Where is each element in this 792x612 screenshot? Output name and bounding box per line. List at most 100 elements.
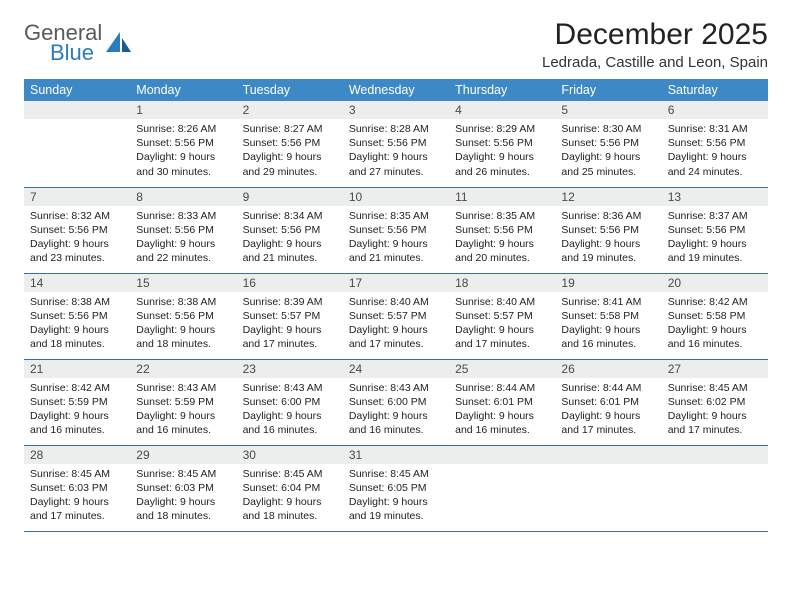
weekday-header: Sunday (24, 79, 130, 101)
day-details: Sunrise: 8:29 AMSunset: 5:56 PMDaylight:… (449, 119, 555, 183)
title-block: December 2025 Ledrada, Castille and Leon… (542, 18, 768, 71)
day-details: Sunrise: 8:41 AMSunset: 5:58 PMDaylight:… (555, 292, 661, 356)
day-details: Sunrise: 8:27 AMSunset: 5:56 PMDaylight:… (237, 119, 343, 183)
day-details: Sunrise: 8:36 AMSunset: 5:56 PMDaylight:… (555, 206, 661, 270)
calendar-body: 1Sunrise: 8:26 AMSunset: 5:56 PMDaylight… (24, 101, 768, 531)
calendar-table: SundayMondayTuesdayWednesdayThursdayFrid… (24, 79, 768, 532)
calendar-cell: 8Sunrise: 8:33 AMSunset: 5:56 PMDaylight… (130, 187, 236, 273)
day-details: Sunrise: 8:32 AMSunset: 5:56 PMDaylight:… (24, 206, 130, 270)
day-details: Sunrise: 8:45 AMSunset: 6:02 PMDaylight:… (662, 378, 768, 442)
day-number: 23 (237, 360, 343, 378)
day-number: 31 (343, 446, 449, 464)
day-details: Sunrise: 8:40 AMSunset: 5:57 PMDaylight:… (343, 292, 449, 356)
day-details: Sunrise: 8:45 AMSunset: 6:05 PMDaylight:… (343, 464, 449, 528)
day-details: Sunrise: 8:28 AMSunset: 5:56 PMDaylight:… (343, 119, 449, 183)
day-details: Sunrise: 8:38 AMSunset: 5:56 PMDaylight:… (130, 292, 236, 356)
calendar-cell: 1Sunrise: 8:26 AMSunset: 5:56 PMDaylight… (130, 101, 236, 187)
day-number: 26 (555, 360, 661, 378)
day-number: 27 (662, 360, 768, 378)
day-details: Sunrise: 8:44 AMSunset: 6:01 PMDaylight:… (555, 378, 661, 442)
day-number: 29 (130, 446, 236, 464)
calendar-cell: 10Sunrise: 8:35 AMSunset: 5:56 PMDayligh… (343, 187, 449, 273)
day-number: 18 (449, 274, 555, 292)
calendar-cell: 2Sunrise: 8:27 AMSunset: 5:56 PMDaylight… (237, 101, 343, 187)
calendar-cell: 20Sunrise: 8:42 AMSunset: 5:58 PMDayligh… (662, 273, 768, 359)
day-details: Sunrise: 8:33 AMSunset: 5:56 PMDaylight:… (130, 206, 236, 270)
day-details: Sunrise: 8:40 AMSunset: 5:57 PMDaylight:… (449, 292, 555, 356)
month-title: December 2025 (542, 18, 768, 52)
calendar-row: 21Sunrise: 8:42 AMSunset: 5:59 PMDayligh… (24, 359, 768, 445)
day-number: 28 (24, 446, 130, 464)
day-number: 2 (237, 101, 343, 119)
calendar-cell: 19Sunrise: 8:41 AMSunset: 5:58 PMDayligh… (555, 273, 661, 359)
weekday-header: Friday (555, 79, 661, 101)
day-number: 5 (555, 101, 661, 119)
day-number-empty (24, 101, 130, 119)
day-number: 14 (24, 274, 130, 292)
day-number: 20 (662, 274, 768, 292)
calendar-cell: 18Sunrise: 8:40 AMSunset: 5:57 PMDayligh… (449, 273, 555, 359)
weekday-header: Thursday (449, 79, 555, 101)
day-number: 4 (449, 101, 555, 119)
day-number: 10 (343, 188, 449, 206)
day-details: Sunrise: 8:35 AMSunset: 5:56 PMDaylight:… (449, 206, 555, 270)
day-number: 21 (24, 360, 130, 378)
day-number: 22 (130, 360, 236, 378)
day-details: Sunrise: 8:34 AMSunset: 5:56 PMDaylight:… (237, 206, 343, 270)
calendar-cell: 13Sunrise: 8:37 AMSunset: 5:56 PMDayligh… (662, 187, 768, 273)
day-details: Sunrise: 8:43 AMSunset: 6:00 PMDaylight:… (343, 378, 449, 442)
day-number-empty (555, 446, 661, 464)
calendar-row: 28Sunrise: 8:45 AMSunset: 6:03 PMDayligh… (24, 445, 768, 531)
calendar-cell: 15Sunrise: 8:38 AMSunset: 5:56 PMDayligh… (130, 273, 236, 359)
logo-sail-icon (106, 32, 132, 56)
calendar-cell: 6Sunrise: 8:31 AMSunset: 5:56 PMDaylight… (662, 101, 768, 187)
day-details: Sunrise: 8:38 AMSunset: 5:56 PMDaylight:… (24, 292, 130, 356)
calendar-cell: 4Sunrise: 8:29 AMSunset: 5:56 PMDaylight… (449, 101, 555, 187)
day-number: 30 (237, 446, 343, 464)
day-number: 11 (449, 188, 555, 206)
calendar-cell: 29Sunrise: 8:45 AMSunset: 6:03 PMDayligh… (130, 445, 236, 531)
calendar-cell: 21Sunrise: 8:42 AMSunset: 5:59 PMDayligh… (24, 359, 130, 445)
weekday-header: Tuesday (237, 79, 343, 101)
calendar-cell (449, 445, 555, 531)
day-number: 15 (130, 274, 236, 292)
calendar-cell: 30Sunrise: 8:45 AMSunset: 6:04 PMDayligh… (237, 445, 343, 531)
calendar-row: 14Sunrise: 8:38 AMSunset: 5:56 PMDayligh… (24, 273, 768, 359)
calendar-cell: 16Sunrise: 8:39 AMSunset: 5:57 PMDayligh… (237, 273, 343, 359)
calendar-cell: 31Sunrise: 8:45 AMSunset: 6:05 PMDayligh… (343, 445, 449, 531)
calendar-cell: 26Sunrise: 8:44 AMSunset: 6:01 PMDayligh… (555, 359, 661, 445)
day-number: 1 (130, 101, 236, 119)
day-number-empty (449, 446, 555, 464)
calendar-row: 7Sunrise: 8:32 AMSunset: 5:56 PMDaylight… (24, 187, 768, 273)
calendar-cell (555, 445, 661, 531)
weekday-header: Wednesday (343, 79, 449, 101)
day-number: 19 (555, 274, 661, 292)
day-details: Sunrise: 8:42 AMSunset: 5:59 PMDaylight:… (24, 378, 130, 442)
header: General Blue December 2025 Ledrada, Cast… (24, 18, 768, 71)
day-number: 6 (662, 101, 768, 119)
day-details: Sunrise: 8:43 AMSunset: 5:59 PMDaylight:… (130, 378, 236, 442)
calendar-cell: 22Sunrise: 8:43 AMSunset: 5:59 PMDayligh… (130, 359, 236, 445)
day-number: 16 (237, 274, 343, 292)
day-details: Sunrise: 8:26 AMSunset: 5:56 PMDaylight:… (130, 119, 236, 183)
day-number: 3 (343, 101, 449, 119)
weekday-header: Saturday (662, 79, 768, 101)
day-details: Sunrise: 8:31 AMSunset: 5:56 PMDaylight:… (662, 119, 768, 183)
day-number-empty (662, 446, 768, 464)
day-details: Sunrise: 8:45 AMSunset: 6:03 PMDaylight:… (130, 464, 236, 528)
calendar-cell (662, 445, 768, 531)
day-details: Sunrise: 8:42 AMSunset: 5:58 PMDaylight:… (662, 292, 768, 356)
weekday-header: Monday (130, 79, 236, 101)
calendar-cell: 7Sunrise: 8:32 AMSunset: 5:56 PMDaylight… (24, 187, 130, 273)
day-number: 8 (130, 188, 236, 206)
day-details: Sunrise: 8:35 AMSunset: 5:56 PMDaylight:… (343, 206, 449, 270)
day-details: Sunrise: 8:37 AMSunset: 5:56 PMDaylight:… (662, 206, 768, 270)
calendar-row: 1Sunrise: 8:26 AMSunset: 5:56 PMDaylight… (24, 101, 768, 187)
day-number: 9 (237, 188, 343, 206)
calendar-cell: 28Sunrise: 8:45 AMSunset: 6:03 PMDayligh… (24, 445, 130, 531)
day-number: 13 (662, 188, 768, 206)
calendar-cell: 23Sunrise: 8:43 AMSunset: 6:00 PMDayligh… (237, 359, 343, 445)
calendar-cell: 25Sunrise: 8:44 AMSunset: 6:01 PMDayligh… (449, 359, 555, 445)
day-number: 25 (449, 360, 555, 378)
calendar-cell: 27Sunrise: 8:45 AMSunset: 6:02 PMDayligh… (662, 359, 768, 445)
